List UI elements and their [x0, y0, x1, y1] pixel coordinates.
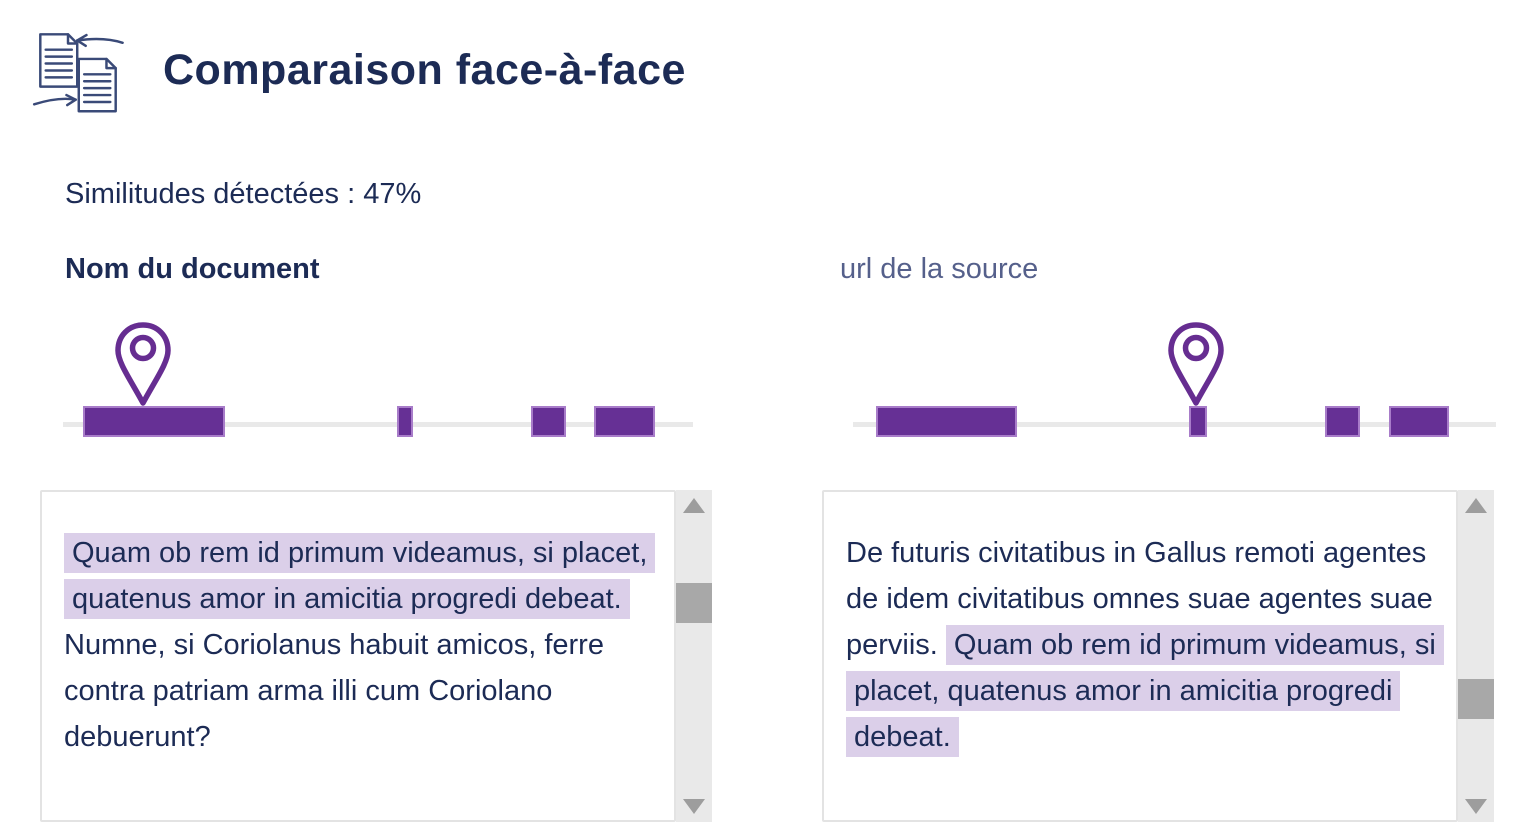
- match-segment[interactable]: [396, 406, 414, 437]
- document-panel: Quam ob rem id primum videamus, si place…: [40, 490, 712, 822]
- timeline-track: [853, 422, 1496, 427]
- match-segment[interactable]: [1189, 406, 1207, 437]
- page-title: Comparaison face-à-face: [163, 46, 686, 94]
- similarity-score: Similitudes détectées : 47%: [65, 178, 422, 210]
- match-segment[interactable]: [1324, 406, 1361, 437]
- match-segment[interactable]: [531, 406, 567, 437]
- plain-text: Numne, si Coriolanus habuit amicos, ferr…: [64, 629, 604, 753]
- source-match-timeline[interactable]: [853, 322, 1496, 438]
- match-segment[interactable]: [83, 406, 225, 437]
- scroll-up-arrow-icon[interactable]: [683, 498, 705, 513]
- source-url-label: url de la source: [840, 253, 1039, 285]
- document-scrollbar[interactable]: [676, 490, 712, 822]
- scroll-up-arrow-icon[interactable]: [1465, 498, 1487, 513]
- document-match-timeline[interactable]: [63, 322, 693, 438]
- scroll-down-arrow-icon[interactable]: [1465, 799, 1487, 814]
- compare-documents-icon: [28, 22, 128, 122]
- plain-text: De futuris civitatibus in Gallus remoti …: [846, 537, 1433, 661]
- highlighted-match-text: Quam ob rem id primum videamus, si place…: [64, 533, 656, 619]
- match-segment[interactable]: [876, 406, 1017, 437]
- source-text-box[interactable]: De futuris civitatibus in Gallus remoti …: [822, 490, 1458, 822]
- document-name-label: Nom du document: [65, 253, 320, 285]
- scrollbar-thumb[interactable]: [1458, 679, 1494, 720]
- scroll-down-arrow-icon[interactable]: [683, 799, 705, 814]
- source-text: De futuris civitatibus in Gallus remoti …: [846, 530, 1444, 760]
- match-segment[interactable]: [1388, 406, 1450, 437]
- location-pin-icon: [113, 322, 173, 408]
- location-pin-icon: [1166, 322, 1226, 408]
- match-segment[interactable]: [594, 406, 656, 437]
- source-panel: De futuris civitatibus in Gallus remoti …: [822, 490, 1494, 822]
- document-text-box[interactable]: Quam ob rem id primum videamus, si place…: [40, 490, 676, 822]
- timeline-track: [63, 422, 693, 427]
- document-text: Quam ob rem id primum videamus, si place…: [64, 530, 656, 760]
- scrollbar-thumb[interactable]: [676, 582, 712, 623]
- source-scrollbar[interactable]: [1458, 490, 1494, 822]
